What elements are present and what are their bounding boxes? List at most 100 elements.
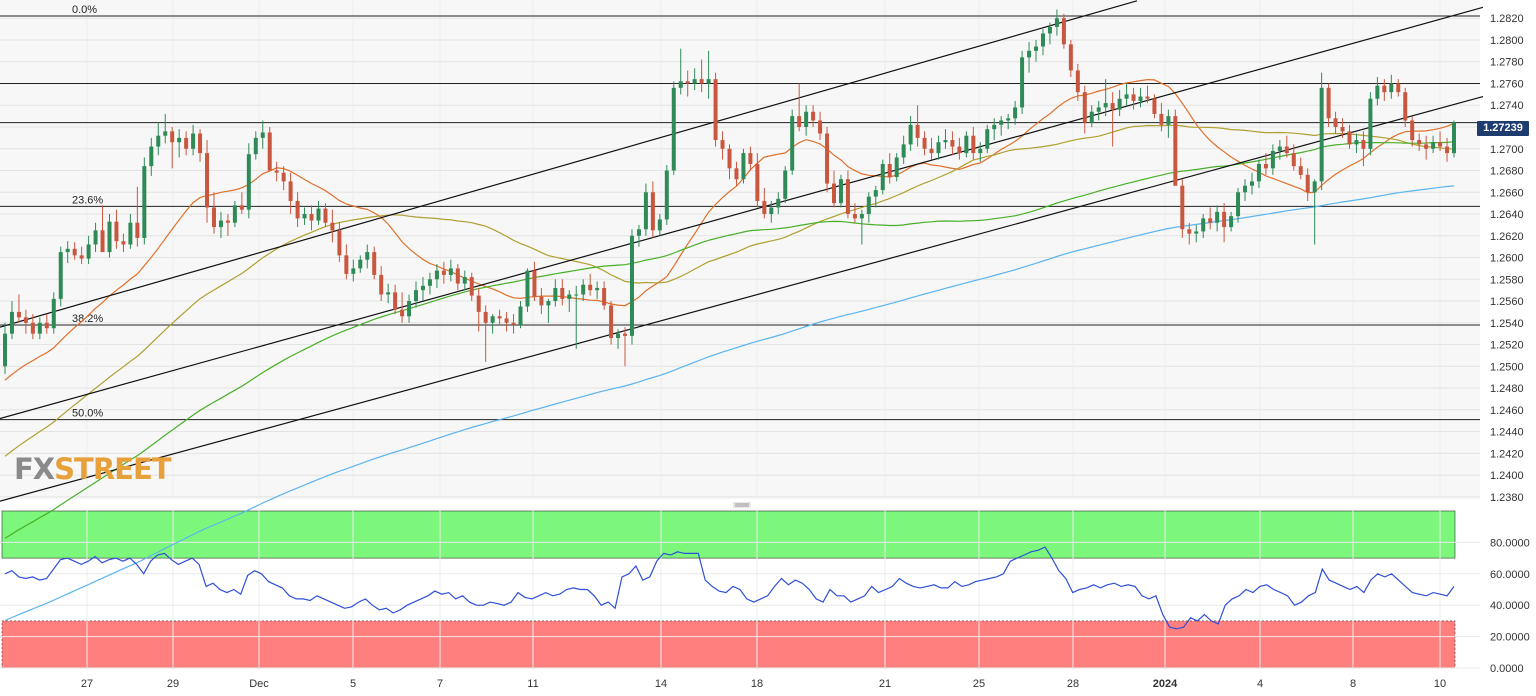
price-tick-label: 1.2400 [1490, 470, 1524, 482]
rsi-tick-label: 40.0000 [1490, 600, 1530, 612]
candle-body [44, 322, 49, 329]
price-tick-label: 1.2440 [1490, 427, 1524, 439]
price-tick-label: 1.2740 [1490, 100, 1524, 112]
rsi-series [4, 546, 1455, 630]
candle-body [588, 284, 593, 291]
candle-body [1089, 111, 1094, 123]
candle-body [218, 220, 223, 228]
candle-body [121, 241, 126, 245]
candle-body [643, 192, 648, 230]
sma-line [4, 124, 1455, 457]
candle-body [609, 305, 614, 339]
candle-body [1375, 85, 1380, 99]
channel-line [0, 95, 1484, 502]
price-tick-label: 1.2500 [1490, 361, 1524, 373]
candle-body [790, 116, 795, 171]
price-tick-label: 1.2580 [1490, 274, 1524, 286]
time-axis: 27 29 Dec 5 7 11 14 18 21 25 28 2024 4 8 10 [81, 678, 1446, 690]
candle-body [1333, 118, 1338, 127]
candle-body [1305, 174, 1310, 193]
candle-body [1424, 144, 1429, 149]
rsi-tick-label: 0.0000 [1490, 663, 1524, 675]
price-tick-label: 1.2520 [1490, 340, 1524, 352]
candle-body [497, 316, 502, 319]
panel-divider-handle[interactable] [733, 502, 751, 508]
time-tick-label: 7 [437, 678, 443, 690]
rsi-grid [0, 509, 1480, 670]
candle-body [838, 179, 843, 204]
candle-body [79, 255, 84, 259]
price-tick-label: 1.2800 [1490, 35, 1524, 47]
candle-body [560, 287, 565, 299]
candle-body [1215, 211, 1220, 223]
candle-body [762, 200, 767, 215]
candle-body [365, 252, 370, 260]
candle-body [93, 230, 98, 245]
candle-body [1152, 98, 1157, 114]
candle-body [887, 163, 892, 178]
trend-channel [0, 0, 1484, 502]
candle-body [636, 229, 641, 236]
candle-body [950, 140, 955, 147]
rsi-tick-label: 20.0000 [1490, 632, 1530, 644]
current-price-badge: 1.27239 [1477, 121, 1529, 136]
candle-body [1061, 18, 1066, 45]
candle-body [9, 311, 14, 334]
candle-body [309, 214, 314, 221]
candle-body [128, 222, 133, 245]
candle-body [769, 207, 774, 215]
candle-body [1354, 140, 1359, 145]
candle-body [1047, 26, 1052, 34]
candle-body [448, 268, 453, 275]
candle-body [685, 81, 690, 84]
candle-body [922, 137, 927, 149]
candle-body [1277, 146, 1282, 151]
candle-body [755, 163, 760, 201]
candle-body [246, 154, 251, 210]
price-tick-label: 1.2640 [1490, 209, 1524, 221]
candle-body [720, 140, 725, 149]
candle-body [957, 146, 962, 154]
price-tick-label: 1.2760 [1490, 78, 1524, 90]
candle-body [1382, 85, 1387, 93]
candle-body [1006, 118, 1011, 121]
candle-body [490, 316, 495, 323]
candle-body [142, 166, 147, 238]
candle-body [1222, 211, 1227, 228]
candle-body [393, 292, 398, 310]
candle-body [1103, 103, 1108, 108]
candle-body [379, 274, 384, 295]
time-tick-label: 27 [81, 678, 93, 690]
candle-body [107, 221, 112, 253]
candle-body [358, 259, 363, 269]
price-tick-label: 1.2460 [1490, 405, 1524, 417]
candle-body [1236, 192, 1241, 217]
candle-body [1020, 57, 1025, 108]
candle-body [1034, 46, 1039, 51]
candle-body [170, 131, 175, 143]
candle-body [678, 81, 683, 88]
candle-body [1417, 140, 1422, 145]
price-panel [0, 0, 1480, 499]
candle-body [163, 131, 168, 136]
candle-body [30, 322, 35, 334]
candle-body [964, 135, 969, 154]
candle-body [929, 148, 934, 154]
time-tick-label: 8 [1350, 678, 1356, 690]
fib-level-label: 0.0% [72, 4, 97, 16]
candle-body [191, 133, 196, 149]
candle-body [211, 207, 216, 228]
candle-body [1361, 140, 1366, 149]
time-tick-label: 29 [167, 678, 179, 690]
candle-body [1256, 163, 1261, 182]
candle-body [727, 148, 732, 169]
candle-body [1117, 98, 1122, 110]
candle-body [706, 79, 711, 84]
candle-body [344, 255, 349, 274]
candle-body [476, 295, 481, 312]
fxstreet-logo: FXSTREET [14, 452, 172, 486]
price-tick-label: 1.2600 [1490, 253, 1524, 265]
candle-body [135, 222, 140, 238]
candle-body [978, 148, 983, 154]
